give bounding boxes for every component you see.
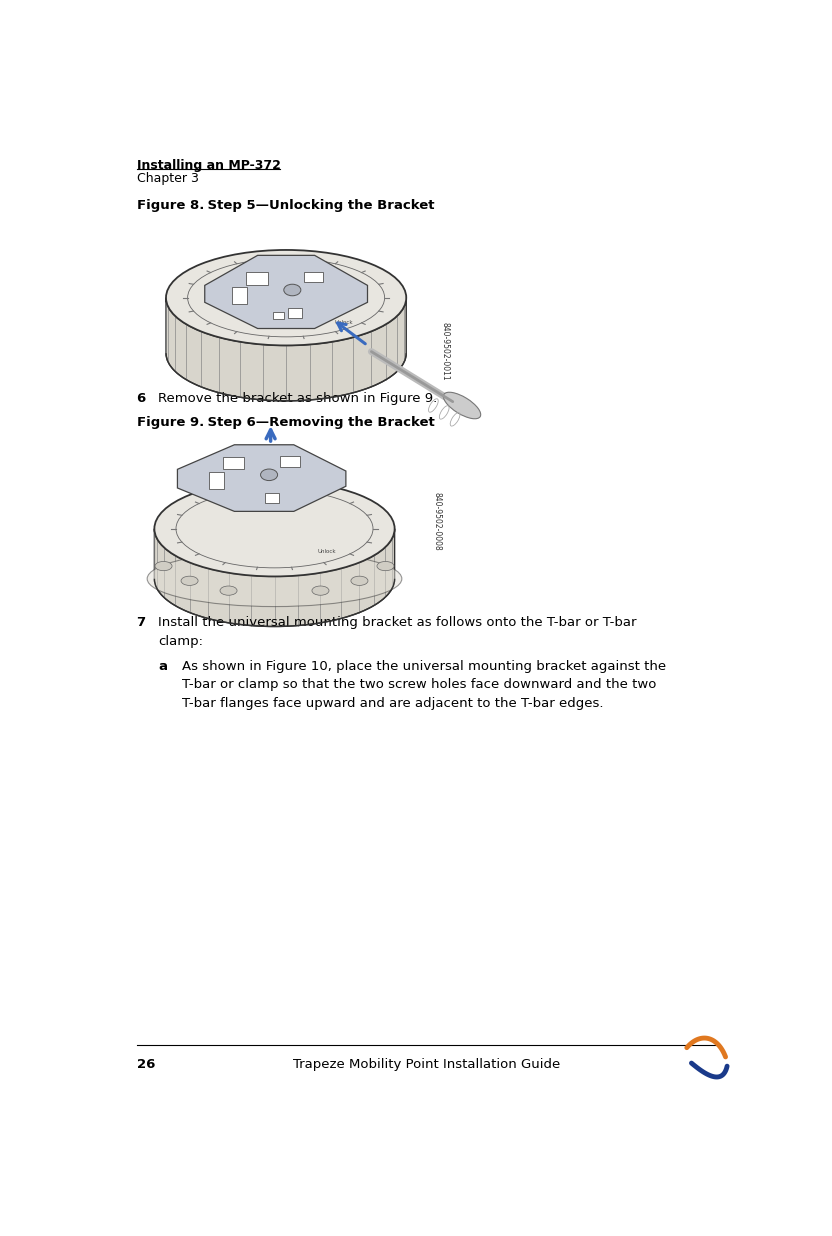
Ellipse shape xyxy=(147,551,402,607)
Ellipse shape xyxy=(351,576,368,586)
Text: Install the universal mounting bracket as follows onto the T-bar or T-bar: Install the universal mounting bracket a… xyxy=(158,617,636,629)
Text: Figure 8.: Figure 8. xyxy=(136,199,204,213)
Ellipse shape xyxy=(181,576,198,586)
Text: Unlock: Unlock xyxy=(334,320,353,325)
Text: a: a xyxy=(158,660,167,672)
Ellipse shape xyxy=(166,250,406,345)
FancyBboxPatch shape xyxy=(232,287,247,304)
FancyBboxPatch shape xyxy=(209,472,224,488)
Ellipse shape xyxy=(284,284,301,295)
FancyBboxPatch shape xyxy=(304,272,323,282)
Text: 840-9502-0008: 840-9502-0008 xyxy=(433,492,442,550)
Polygon shape xyxy=(177,445,346,512)
Ellipse shape xyxy=(220,586,237,596)
Text: Chapter 3: Chapter 3 xyxy=(136,172,198,185)
Text: Installing an MP-372: Installing an MP-372 xyxy=(136,159,280,172)
Text: 6: 6 xyxy=(136,392,146,404)
Text: T-bar flanges face upward and are adjacent to the T-bar edges.: T-bar flanges face upward and are adjace… xyxy=(181,697,603,709)
Ellipse shape xyxy=(155,481,394,576)
Text: As shown in Figure 10, place the universal mounting bracket against the: As shown in Figure 10, place the univers… xyxy=(181,660,666,672)
Text: 26: 26 xyxy=(136,1058,155,1072)
Ellipse shape xyxy=(377,561,394,571)
Text: clamp:: clamp: xyxy=(158,635,203,648)
FancyBboxPatch shape xyxy=(245,272,268,284)
FancyBboxPatch shape xyxy=(280,456,300,467)
Text: Remove the bracket as shown in Figure 9.: Remove the bracket as shown in Figure 9. xyxy=(158,392,438,404)
Text: T-bar or clamp so that the two screw holes face downward and the two: T-bar or clamp so that the two screw hol… xyxy=(181,679,656,691)
FancyBboxPatch shape xyxy=(265,492,280,503)
FancyBboxPatch shape xyxy=(273,311,284,319)
Text: 840-9502-0011: 840-9502-0011 xyxy=(440,323,449,381)
FancyBboxPatch shape xyxy=(289,308,302,319)
Ellipse shape xyxy=(260,468,278,481)
Text: Figure 9.: Figure 9. xyxy=(136,417,204,429)
Polygon shape xyxy=(205,256,368,329)
Text: Trapeze Mobility Point Installation Guide: Trapeze Mobility Point Installation Guid… xyxy=(293,1058,560,1072)
Text: Unlock: Unlock xyxy=(317,549,336,554)
Text: 7: 7 xyxy=(136,617,146,629)
Polygon shape xyxy=(155,529,394,627)
Text: Step 6—Removing the Bracket: Step 6—Removing the Bracket xyxy=(189,417,435,429)
FancyBboxPatch shape xyxy=(223,457,245,470)
Ellipse shape xyxy=(155,561,172,571)
Ellipse shape xyxy=(443,392,481,419)
Ellipse shape xyxy=(312,586,329,596)
Text: Step 5—Unlocking the Bracket: Step 5—Unlocking the Bracket xyxy=(189,199,435,213)
Polygon shape xyxy=(166,298,406,400)
